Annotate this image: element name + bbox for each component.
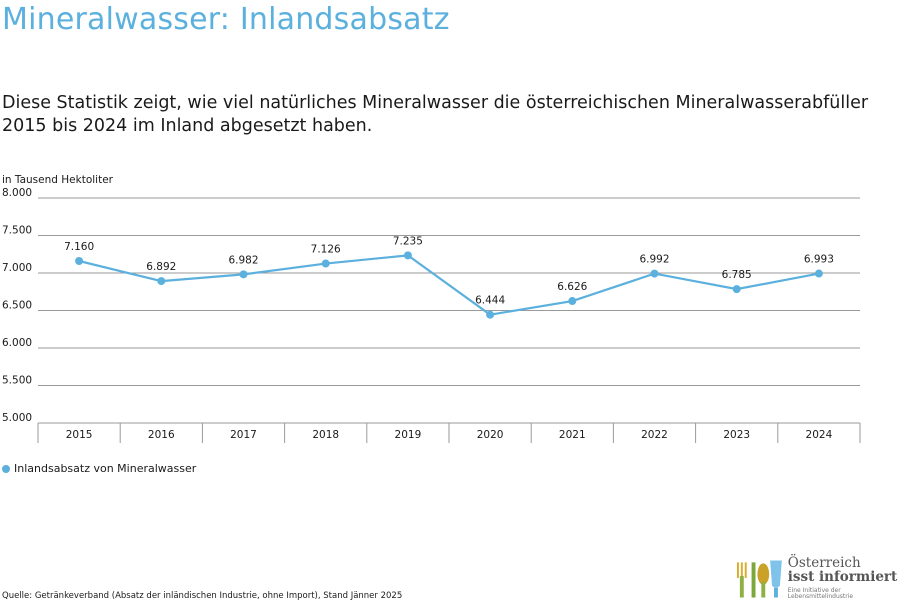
data-label: 6.444: [475, 295, 505, 307]
data-label: 7.235: [393, 235, 423, 247]
data-point: [403, 251, 412, 260]
data-point: [75, 257, 84, 265]
data-label: 7.160: [64, 241, 94, 253]
cutlery-glass-icon: [736, 560, 782, 598]
x-tick-label: 2022: [641, 429, 668, 441]
data-label: 6.982: [228, 254, 258, 266]
y-tick-label: 6.500: [2, 300, 32, 312]
chart-title: Mineralwasser: Inlandsabsatz: [2, 2, 450, 37]
data-point: [814, 269, 823, 278]
y-tick-label: 5.500: [2, 375, 32, 387]
logo-line-2: isst informiert: [787, 569, 898, 585]
x-tick-label: 2020: [477, 429, 504, 441]
logo: Österreich isst informiert Eine Initiati…: [735, 555, 905, 601]
y-tick-label: 5.000: [2, 412, 32, 424]
data-point: [486, 310, 495, 319]
gridlines: [38, 197, 860, 424]
data-point: [239, 270, 248, 279]
x-tick-label: 2018: [312, 429, 339, 441]
x-tick-label: 2019: [395, 429, 422, 441]
data-label: 6.785: [722, 269, 752, 281]
data-point: [321, 259, 330, 268]
data-point: [157, 277, 166, 286]
legend-marker: [2, 464, 10, 473]
legend: Inlandsabsatz von Mineralwasser: [2, 462, 196, 475]
chart-subtitle: Diese Statistik zeigt, wie viel natürlic…: [2, 93, 869, 136]
data-point: [650, 269, 659, 278]
y-tick-label: 8.000: [2, 187, 32, 199]
y-tick-label: 6.000: [2, 337, 32, 349]
data-labels: 7.160 6.892 6.982 7.126 7.235 6.444 6.626 6.992…: [64, 235, 834, 306]
data-point: [732, 285, 741, 294]
x-tick-label: 2015: [66, 429, 93, 441]
series-line: [78, 254, 820, 316]
legend-label: Inlandsabsatz von Mineralwasser: [14, 462, 197, 475]
data-label: 6.892: [146, 261, 176, 273]
data-label: 6.993: [804, 254, 834, 266]
source-note: Quelle: Getränkeverband (Absatz der inlä…: [2, 591, 403, 601]
x-tick-label: 2021: [559, 429, 586, 441]
y-tick-label: 7.000: [2, 262, 32, 274]
logo-line-3: Eine Initiative der Lebensmittelindustri…: [787, 586, 854, 600]
data-label: 6.992: [639, 254, 669, 266]
y-axis-label: in Tausend Hektoliter: [2, 174, 114, 186]
line-chart: in Tausend Hektoliter 5.000 5.500 6.000 6.50…: [2, 174, 861, 443]
data-points: [75, 251, 823, 319]
axes: in Tausend Hektoliter 5.000 5.500 6.000 6.50…: [2, 174, 861, 443]
logo-line-1: Österreich: [787, 554, 861, 571]
data-point: [568, 297, 577, 306]
data-label: 6.626: [557, 281, 587, 293]
y-tick-label: 7.500: [2, 225, 32, 237]
x-tick-label: 2016: [148, 429, 175, 441]
data-label: 7.126: [311, 244, 341, 256]
x-tick-label: 2023: [723, 429, 750, 441]
x-tick-label: 2024: [806, 429, 833, 441]
series-line-layer: [78, 254, 820, 316]
x-tick-label: 2017: [230, 429, 257, 441]
